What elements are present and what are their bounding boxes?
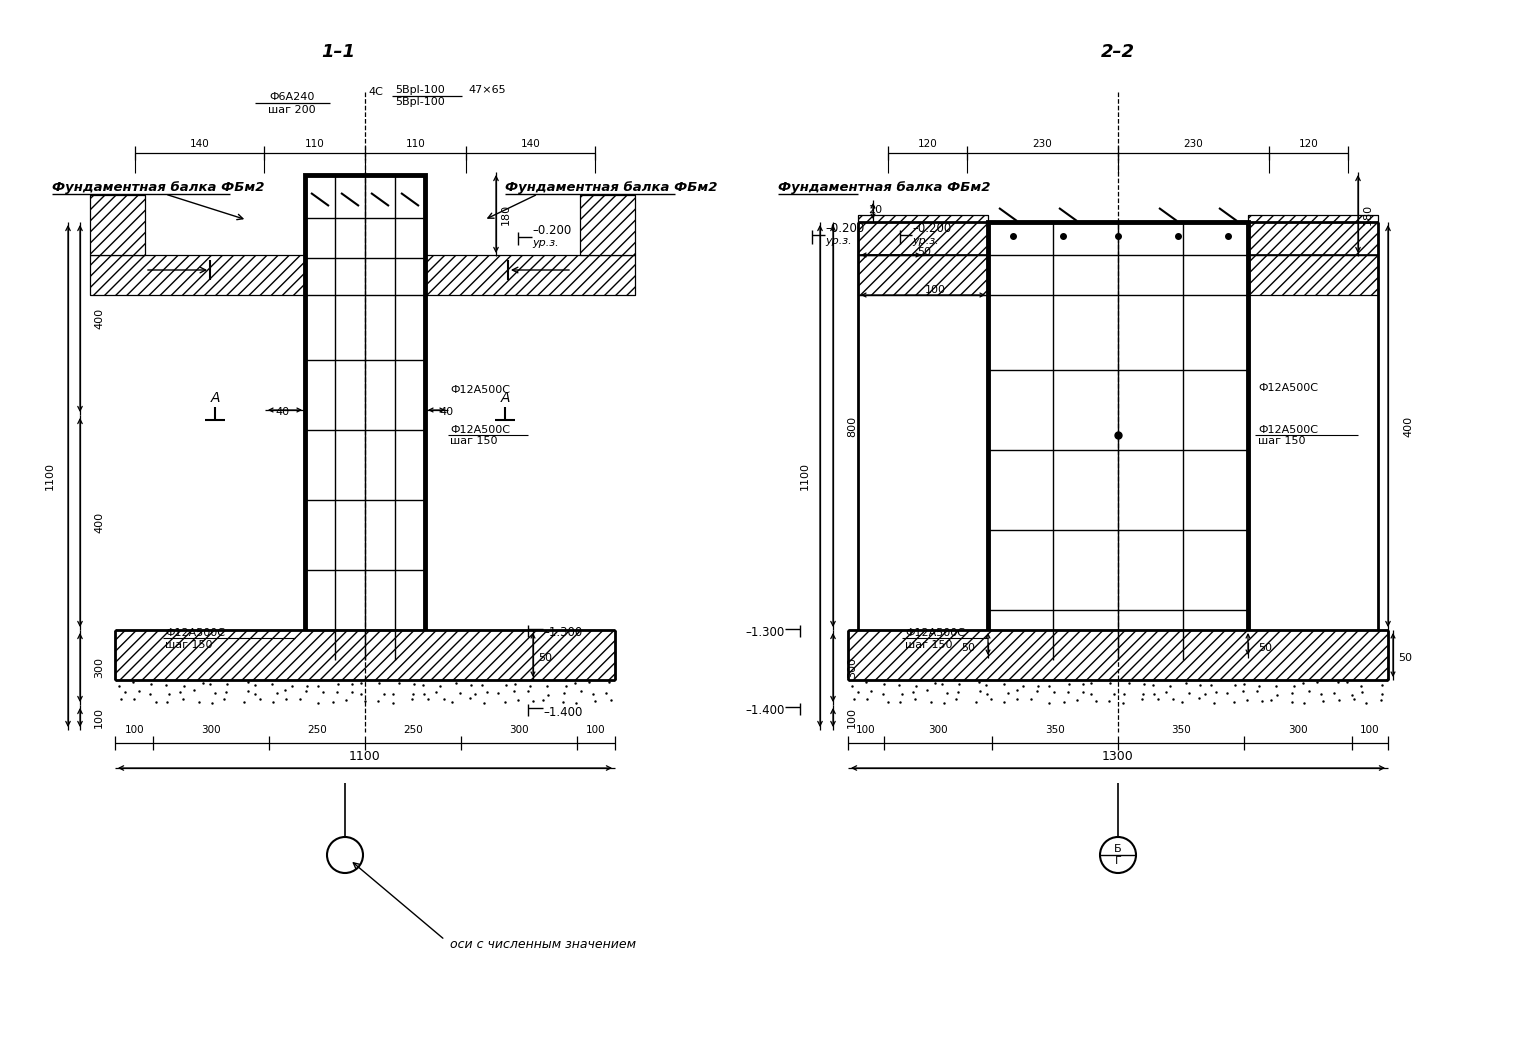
Text: –1.300: –1.300 [543, 626, 583, 638]
Text: 300: 300 [509, 725, 529, 735]
Text: 140: 140 [520, 139, 540, 149]
Text: 350: 350 [1170, 725, 1190, 735]
Text: 50: 50 [1258, 643, 1272, 653]
Text: –0.200: –0.200 [825, 222, 864, 235]
Text: –0.200: –0.200 [532, 223, 571, 237]
Text: 100: 100 [124, 725, 144, 735]
Text: 50: 50 [1397, 653, 1411, 663]
Text: 1–1: 1–1 [321, 42, 354, 61]
Bar [91, 195, 146, 255]
Text: 300: 300 [1289, 725, 1309, 735]
Text: Ф12А500С: Ф12А500С [1258, 383, 1318, 393]
Text: ур.з.: ур.з. [825, 236, 851, 246]
Bar [1249, 215, 1378, 255]
Text: шаг 150: шаг 150 [166, 640, 213, 650]
Bar [858, 255, 988, 295]
Text: Фундаментная балка ФБм2: Фундаментная балка ФБм2 [52, 182, 264, 194]
Text: 250: 250 [307, 725, 327, 735]
Text: 400: 400 [94, 512, 104, 532]
Text: 110: 110 [405, 139, 425, 149]
Text: 180: 180 [502, 204, 511, 224]
Text: 400: 400 [94, 307, 104, 328]
Text: 800: 800 [847, 415, 858, 436]
Text: оси с численным значением: оси с численным значением [449, 939, 637, 952]
Text: 120: 120 [1299, 139, 1318, 149]
Text: –0.200: –0.200 [913, 222, 951, 235]
Text: 100: 100 [94, 706, 104, 727]
Text: 40: 40 [276, 407, 290, 417]
Text: А: А [210, 391, 219, 405]
Bar [988, 222, 1249, 660]
Text: шаг 200: шаг 200 [268, 105, 316, 115]
Text: 350: 350 [1045, 725, 1065, 735]
Text: 230: 230 [1032, 139, 1052, 149]
Text: –1.400: –1.400 [543, 705, 583, 719]
Text: 100: 100 [847, 706, 858, 727]
Text: 47×65: 47×65 [468, 85, 506, 95]
Text: 40: 40 [440, 407, 454, 417]
Bar [425, 255, 635, 295]
Text: 300: 300 [94, 656, 104, 678]
Text: 20: 20 [868, 205, 882, 215]
Text: Г: Г [1115, 856, 1121, 866]
Bar [580, 195, 635, 255]
Text: А: А [500, 391, 509, 405]
Bar [305, 175, 425, 660]
Text: 50: 50 [917, 247, 931, 257]
Bar [858, 215, 988, 255]
Text: 230: 230 [1184, 139, 1204, 149]
Text: Ф12А500С: Ф12А500С [449, 386, 509, 395]
Text: шаг 150: шаг 150 [449, 436, 497, 446]
Text: 250: 250 [403, 725, 423, 735]
Text: 400: 400 [1404, 415, 1413, 436]
Text: Фундаментная балка ФБм2: Фундаментная балка ФБм2 [505, 182, 718, 194]
Text: 100: 100 [856, 725, 876, 735]
Text: 300: 300 [928, 725, 948, 735]
Text: Фундаментная балка ФБм2: Фундаментная балка ФБм2 [778, 182, 991, 194]
Text: 50: 50 [538, 653, 552, 663]
Text: 100: 100 [1361, 725, 1379, 735]
Text: ур.з.: ур.з. [532, 238, 558, 249]
Text: ур.з.: ур.з. [913, 236, 939, 246]
Bar [848, 630, 1388, 680]
Text: –1.400: –1.400 [746, 703, 785, 717]
Text: 140: 140 [190, 139, 209, 149]
Text: 4С: 4С [368, 87, 384, 97]
Text: 300: 300 [847, 656, 858, 678]
Text: 1100: 1100 [350, 750, 380, 763]
Text: шаг 150: шаг 150 [905, 640, 953, 650]
Text: –1.300: –1.300 [746, 626, 785, 638]
Text: 180: 180 [1364, 204, 1373, 224]
Text: 2–2: 2–2 [1101, 42, 1135, 61]
Text: Ф12А500С: Ф12А500С [449, 425, 509, 435]
Bar [91, 255, 305, 295]
Text: 5Bpl-100: 5Bpl-100 [394, 97, 445, 107]
Text: Ф12А500С: Ф12А500С [166, 628, 225, 638]
Bar [1249, 255, 1378, 295]
Text: 300: 300 [201, 725, 221, 735]
Text: шаг 150: шаг 150 [1258, 436, 1305, 446]
Text: 1100: 1100 [801, 462, 810, 490]
Text: Ф12А500С: Ф12А500С [1258, 425, 1318, 435]
Text: 5Bpl-100: 5Bpl-100 [394, 85, 445, 95]
Text: Ф12А500С: Ф12А500С [905, 628, 965, 638]
Text: 50: 50 [960, 643, 976, 653]
Text: 100: 100 [586, 725, 606, 735]
Text: 110: 110 [305, 139, 324, 149]
Text: 1300: 1300 [1101, 750, 1134, 763]
Text: Ф6А240: Ф6А240 [270, 92, 314, 102]
Text: 1100: 1100 [44, 462, 55, 490]
Text: 100: 100 [925, 285, 945, 295]
Bar [115, 630, 615, 680]
Text: 120: 120 [917, 139, 937, 149]
Text: Б: Б [1114, 844, 1121, 854]
